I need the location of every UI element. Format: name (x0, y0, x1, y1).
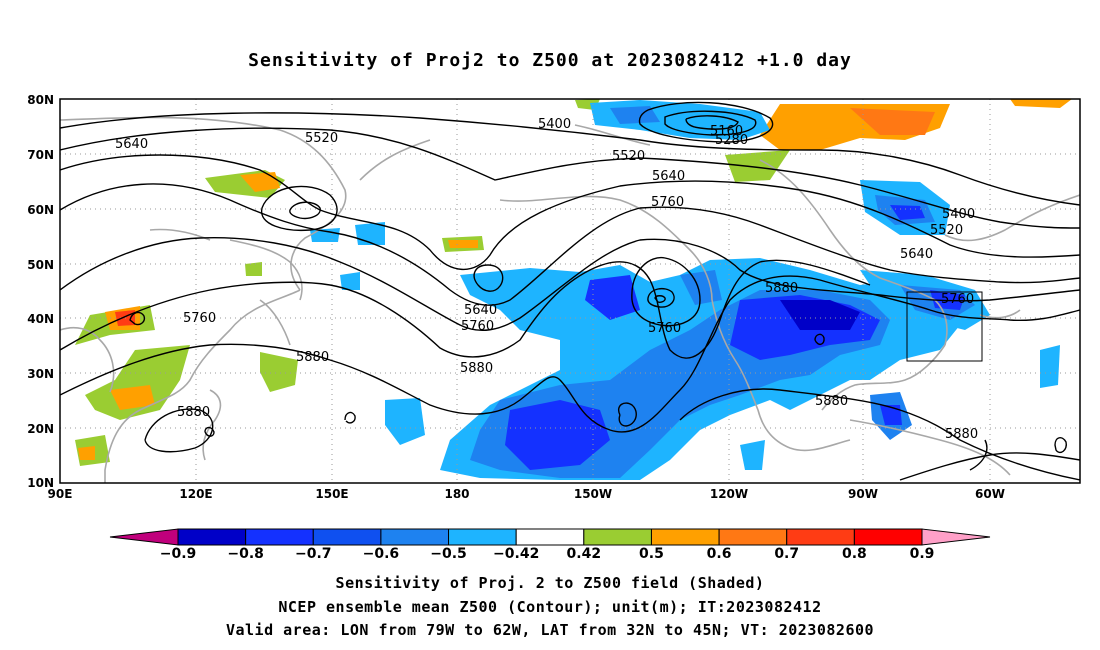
colorbar-segment (650, 528, 720, 546)
contour-label: 5880 (945, 427, 978, 442)
colorbar (109, 528, 991, 546)
lat-label: 80N (27, 93, 54, 107)
valid-area-box (906, 291, 983, 362)
colorbar-tick-label: 0.6 (707, 546, 732, 562)
colorbar-tick-label: 0.9 (910, 546, 935, 562)
lon-label: 150W (574, 487, 612, 501)
contour-label: 5880 (815, 394, 848, 409)
lon-label: 150E (315, 487, 348, 501)
colorbar-segment (853, 528, 923, 546)
contour-label: 5880 (177, 405, 210, 420)
colorbar-tick-label: −0.9 (160, 546, 197, 562)
colorbar-extend-min (109, 528, 179, 546)
contour-label: 5520 (930, 223, 963, 238)
colorbar-segment (515, 528, 585, 546)
colorbar-segment (786, 528, 855, 546)
graticule (60, 99, 1080, 483)
colorbar-segment (583, 528, 652, 546)
colorbar-tick-label: 0.42 (567, 546, 602, 562)
colorbar-tick-label: −0.6 (363, 546, 400, 562)
contour-label: 5760 (461, 319, 494, 334)
lat-label: 60N (27, 203, 54, 217)
contour-label: 5160 (710, 124, 743, 139)
contour-label: 5880 (460, 361, 493, 376)
lon-label: 90W (848, 487, 878, 501)
colorbar-tick-label: 0.7 (774, 546, 799, 562)
contour-label: 5280 (715, 133, 748, 148)
contour-label: 5640 (464, 303, 497, 318)
lat-label: 70N (27, 148, 54, 162)
lat-label: 10N (27, 476, 54, 490)
coastlines (60, 116, 1080, 483)
z500-contours (60, 101, 1080, 481)
chart-title: Sensitivity of Proj2 to Z500 at 20230824… (248, 50, 852, 71)
colorbar-tick-label: −0.5 (430, 546, 467, 562)
lon-label: 90E (48, 487, 73, 501)
colorbar-tick-label: −0.42 (493, 546, 539, 562)
colorbar-labels: −0.9 −0.8 −0.7 −0.6 −0.5 −0.42 0.42 0.5 0.6 0.7 0.… (160, 546, 935, 562)
lon-label: 180 (444, 487, 469, 501)
contour-label: 5640 (115, 137, 148, 152)
contour-label: 5880 (765, 281, 798, 296)
colorbar-tick-label: 0.5 (639, 546, 664, 562)
contour-label: 5400 (538, 117, 571, 132)
lon-label: 120W (710, 487, 748, 501)
contour-label: 5880 (296, 350, 329, 365)
caption-line-3: Valid area: LON from 79W to 62W, LAT fro… (225, 621, 875, 639)
lat-label: 40N (27, 312, 54, 326)
lon-label: 120E (179, 487, 212, 501)
colorbar-tick-label: −0.8 (227, 546, 264, 562)
contour-label: 5760 (183, 311, 216, 326)
lon-label: 60W (975, 487, 1005, 501)
caption-line-2: NCEP ensemble mean Z500 (Contour); unit(… (278, 598, 822, 616)
contour-label: 5640 (900, 247, 933, 262)
colorbar-segment (312, 528, 382, 546)
colorbar-segment (718, 528, 788, 546)
contour-labels: 5640 5520 5400 5160 5280 5520 5640 5760 … (115, 117, 978, 442)
contour-label: 5760 (651, 195, 684, 210)
contour-label: 5760 (941, 292, 974, 307)
contour-label: 5520 (612, 149, 645, 164)
colorbar-tick-label: −0.7 (295, 546, 332, 562)
colorbar-segment (177, 528, 247, 546)
contour-label: 5760 (648, 321, 681, 336)
plot-frame (59, 98, 1081, 484)
lat-label: 50N (27, 258, 54, 272)
caption-line-1: Sensitivity of Proj. 2 to Z500 field (Sh… (335, 574, 765, 592)
negative-sensitivity-shading (310, 100, 1060, 480)
colorbar-segment (245, 528, 314, 546)
longitude-axis: 90E 120E 150E 180 150W 120W 90W 60W (48, 487, 1005, 501)
lat-label: 20N (27, 422, 54, 436)
colorbar-segment (448, 528, 517, 546)
colorbar-extend-max (921, 528, 991, 546)
contour-label: 5400 (942, 207, 975, 222)
colorbar-tick-label: 0.8 (842, 546, 867, 562)
latitude-axis: 80N 70N 60N 50N 40N 30N 20N 10N (27, 93, 54, 490)
contour-label: 5640 (652, 169, 685, 184)
lat-label: 30N (27, 367, 54, 381)
colorbar-segment (380, 528, 450, 546)
contour-label: 5520 (305, 131, 338, 146)
